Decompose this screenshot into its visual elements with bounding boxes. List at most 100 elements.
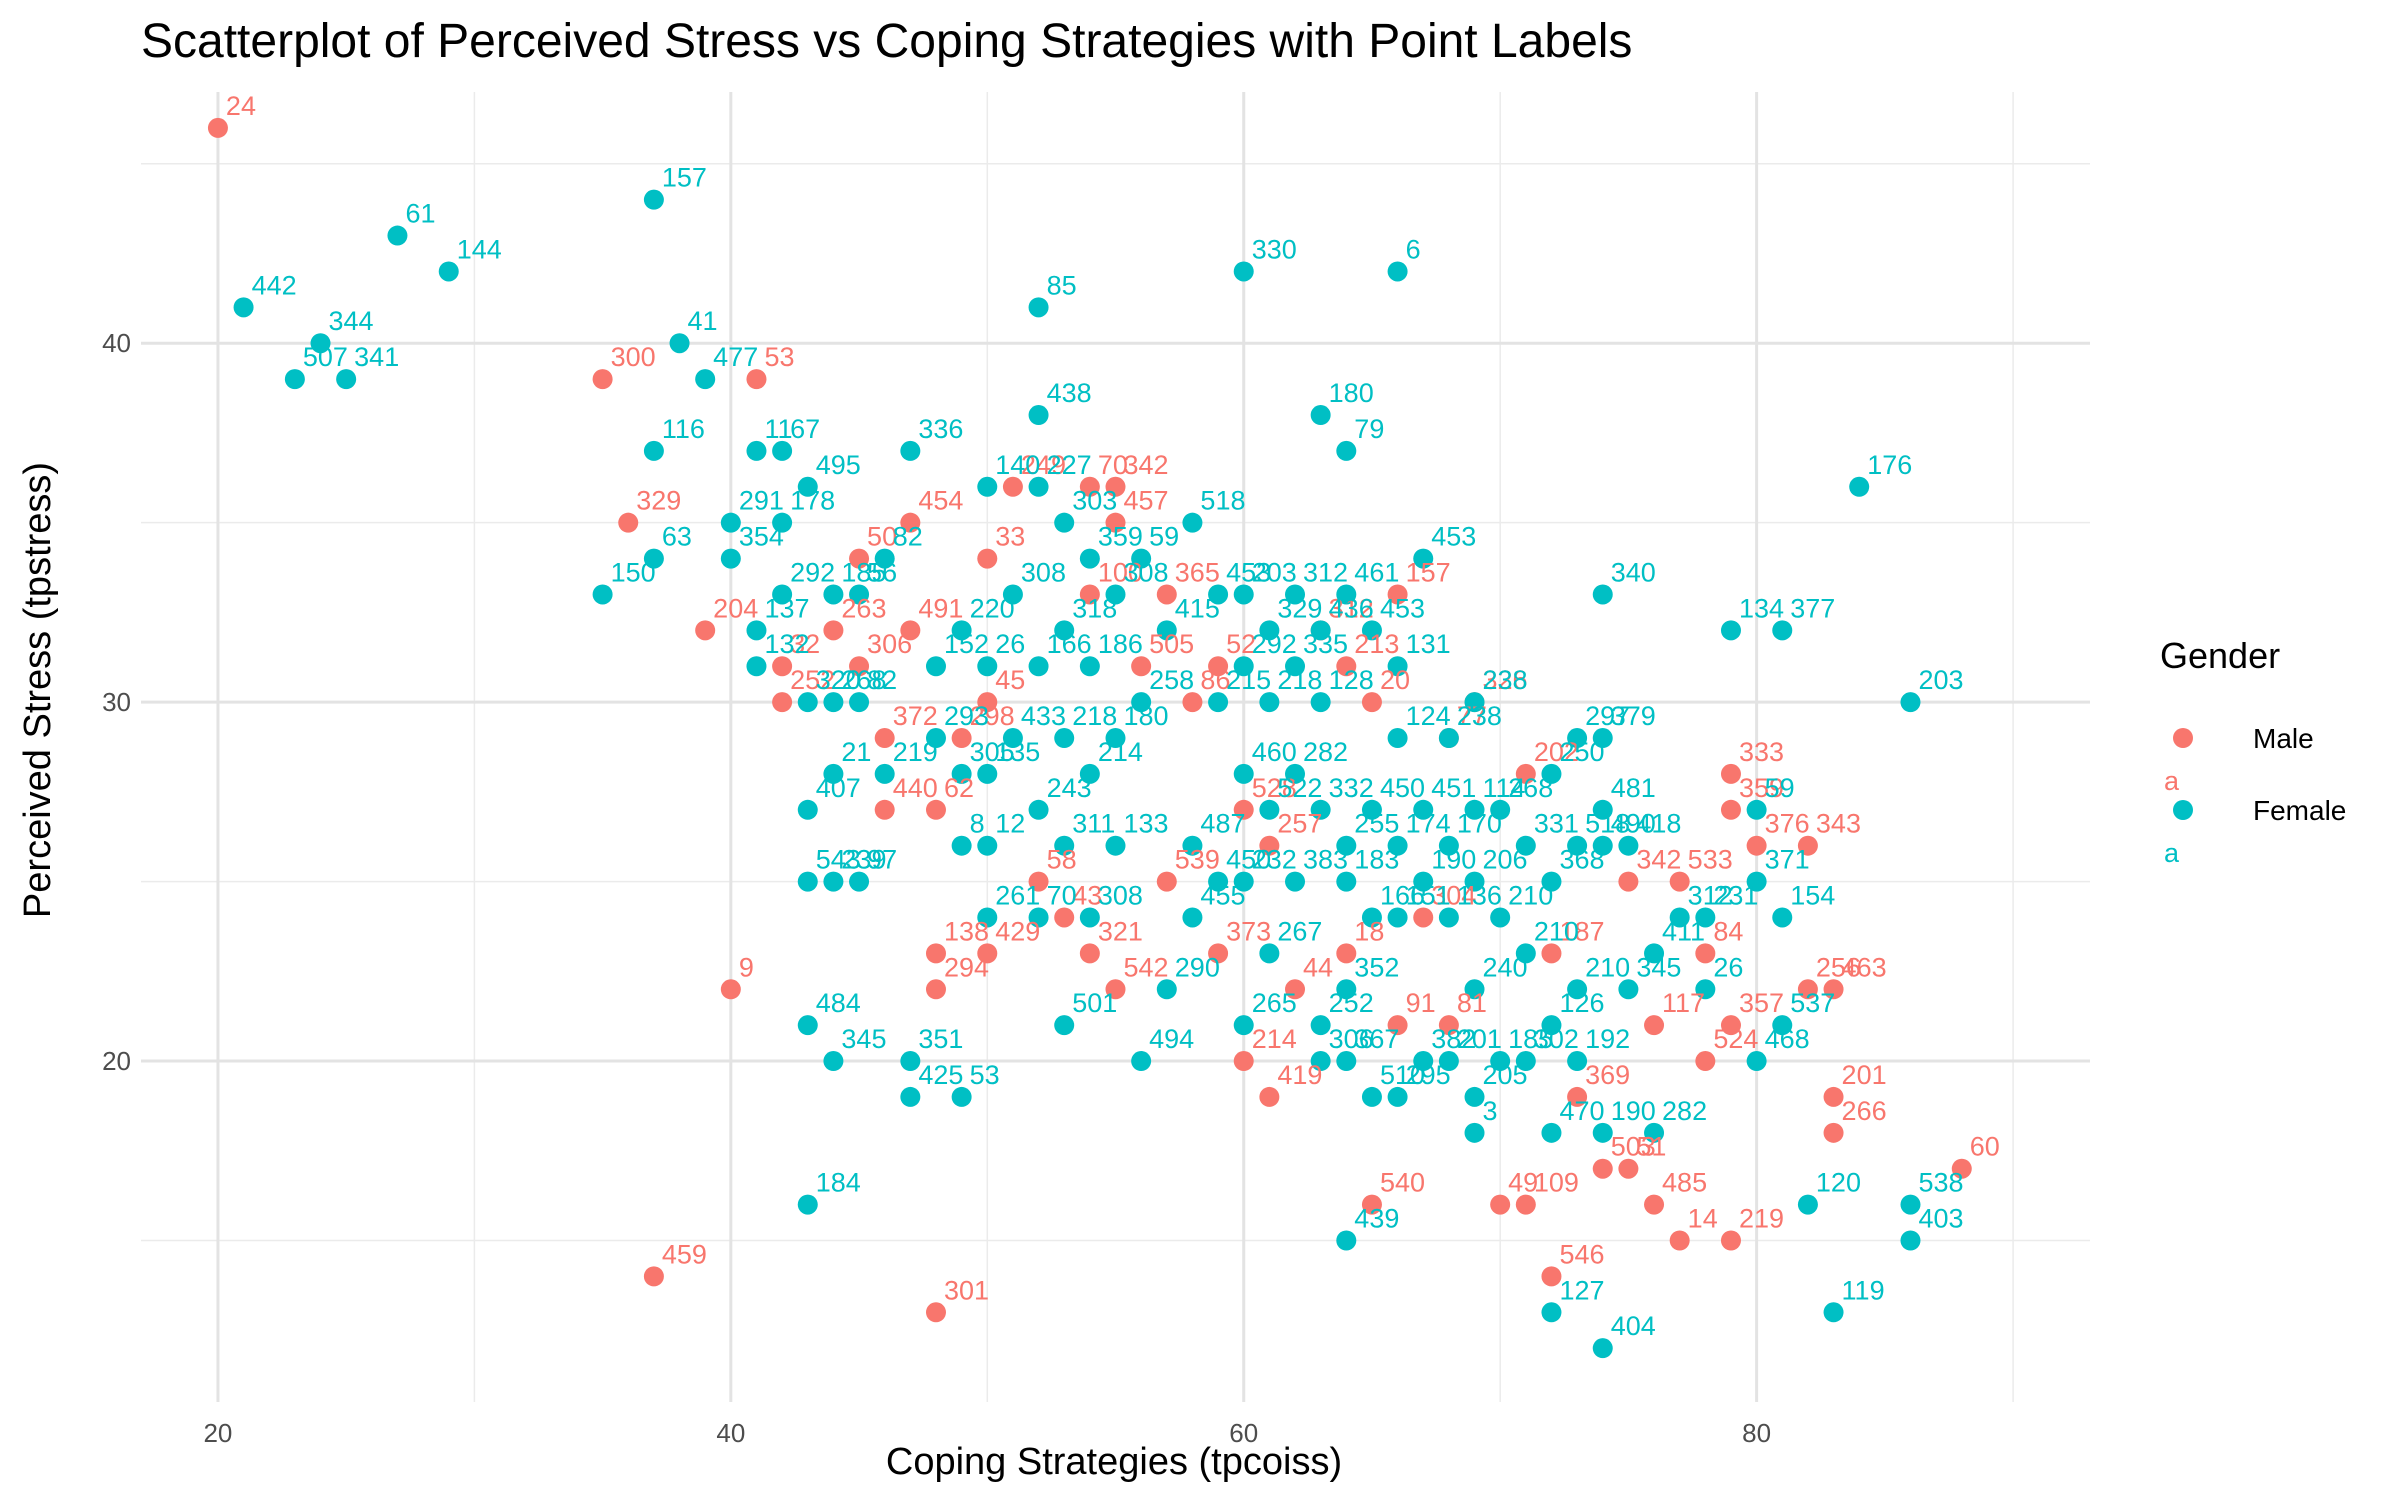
point-female <box>1387 261 1408 282</box>
point-label-female: 352 <box>1354 952 1399 982</box>
x-tick-label: 40 <box>716 1418 745 1448</box>
point-label-female: 214 <box>1098 737 1143 767</box>
point-male <box>1951 1158 1972 1179</box>
point-male <box>1618 1158 1639 1179</box>
point-label-female: 210 <box>1508 880 1553 910</box>
point-label-female: 341 <box>354 342 399 372</box>
point-label-female: 6 <box>1406 234 1421 264</box>
point-label-male: 100 <box>1098 557 1143 587</box>
point-female <box>1310 405 1331 426</box>
point-female <box>1541 871 1562 892</box>
point-label-male: 306 <box>867 629 912 659</box>
point-label-female: 3 <box>1483 1096 1498 1126</box>
point-label-female: 227 <box>1047 450 1092 480</box>
legend-key-glyph-female: a <box>2164 838 2180 868</box>
point-female <box>1746 1051 1767 1072</box>
point-female <box>1233 584 1254 605</box>
point-female <box>1720 620 1741 641</box>
point-male <box>1079 943 1100 964</box>
point-female <box>1387 1086 1408 1107</box>
point-label-female: 470 <box>1559 1096 1604 1126</box>
point-label-female: 56 <box>867 557 897 587</box>
point-female <box>874 548 895 569</box>
point-female <box>1413 799 1434 820</box>
point-female <box>1054 512 1075 533</box>
point-female <box>1259 799 1280 820</box>
point-female <box>1054 728 1075 749</box>
point-label-female: 11 <box>764 414 792 444</box>
point-label-female: 218 <box>1072 701 1117 731</box>
point-female <box>284 369 305 390</box>
point-female <box>1336 871 1357 892</box>
point-label-female: 507 <box>303 342 348 372</box>
point-female <box>977 907 998 928</box>
point-female <box>1592 835 1613 856</box>
point-male <box>977 548 998 569</box>
point-label-female: 250 <box>1559 737 1604 767</box>
point-label-male: 342 <box>1124 450 1169 480</box>
point-female <box>772 584 793 605</box>
point-female <box>1054 1015 1075 1036</box>
point-label-female: 455 <box>1200 880 1245 910</box>
point-female <box>1464 979 1485 1000</box>
point-label-female: 151 <box>1406 880 1451 910</box>
point-male <box>1336 943 1357 964</box>
point-female <box>746 440 767 461</box>
point-label-male: 540 <box>1380 1168 1425 1198</box>
point-female <box>900 440 921 461</box>
point-female <box>1259 943 1280 964</box>
point-male <box>1797 835 1818 856</box>
point-female <box>1387 907 1408 928</box>
point-male <box>1156 584 1177 605</box>
point-label-female: 97 <box>867 845 897 875</box>
point-female <box>1079 656 1100 677</box>
point-label-female: 82 <box>867 665 897 695</box>
point-male <box>977 692 998 713</box>
point-label-female: 494 <box>1149 1024 1194 1054</box>
point-label-female: 453 <box>1380 593 1425 623</box>
point-male <box>1233 799 1254 820</box>
point-label-male: 49 <box>1508 1168 1538 1198</box>
point-female <box>1387 835 1408 856</box>
point-label-male: 304 <box>1431 880 1476 910</box>
legend-title: Gender <box>2160 635 2280 676</box>
point-label-male: 84 <box>1713 916 1743 946</box>
point-label-male: 357 <box>1739 988 1784 1018</box>
point-male <box>1079 584 1100 605</box>
point-female <box>1310 799 1331 820</box>
point-male <box>1490 1194 1511 1215</box>
point-female <box>1772 907 1793 928</box>
point-female <box>1413 871 1434 892</box>
point-label-female: 336 <box>918 414 963 444</box>
point-female <box>1541 763 1562 784</box>
point-female <box>1131 692 1152 713</box>
point-label-female: 243 <box>1047 773 1092 803</box>
point-female <box>1361 907 1382 928</box>
point-label-female: 477 <box>713 342 758 372</box>
point-male <box>1797 979 1818 1000</box>
point-label-female: 306 <box>1329 1024 1374 1054</box>
point-male <box>900 512 921 533</box>
point-label-female: 240 <box>1483 952 1528 982</box>
point-label-female: 41 <box>688 306 718 336</box>
point-label-female: 201 <box>1457 1024 1502 1054</box>
point-label-male: 43 <box>1072 880 1102 910</box>
point-label-male: 524 <box>1713 1024 1758 1054</box>
point-female <box>1515 943 1536 964</box>
point-female <box>772 512 793 533</box>
point-male <box>1105 979 1126 1000</box>
point-female <box>823 871 844 892</box>
point-label-female: 418 <box>1636 809 1681 839</box>
point-label-female: 340 <box>1611 557 1656 587</box>
point-label-female: 377 <box>1790 593 1835 623</box>
point-male <box>1567 1086 1588 1107</box>
point-female <box>1567 835 1588 856</box>
point-label-female: 344 <box>329 306 374 336</box>
point-label-female: 295 <box>1406 1060 1451 1090</box>
chart-title: Scatterplot of Perceived Stress vs Copin… <box>141 15 1633 68</box>
point-label-female: 70 <box>1047 880 1077 910</box>
point-label-female: 231 <box>1713 880 1758 910</box>
point-label-female: 8 <box>970 809 985 839</box>
point-female <box>438 261 459 282</box>
point-female <box>1592 728 1613 749</box>
